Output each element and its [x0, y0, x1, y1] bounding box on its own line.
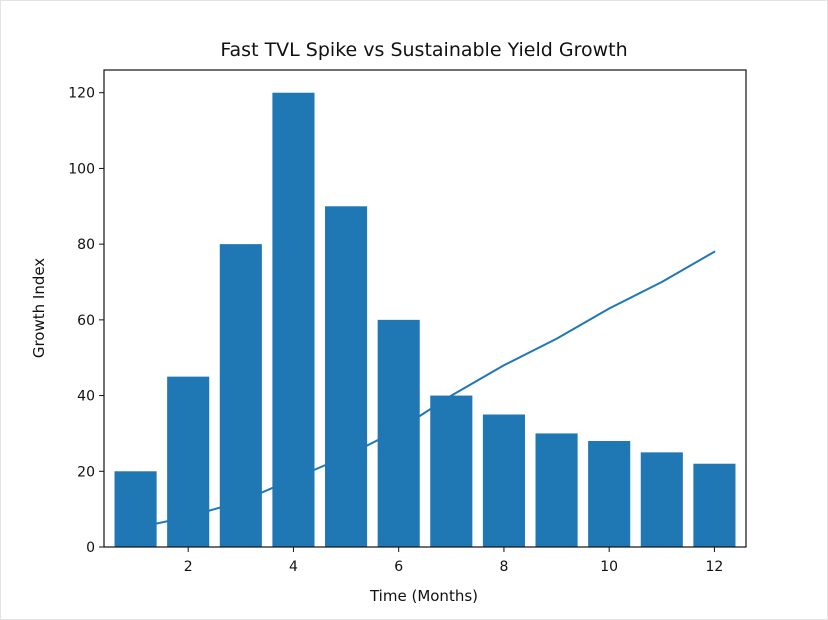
bar-month-6 — [377, 319, 420, 547]
bar-month-1 — [114, 471, 157, 547]
x-axis-label: Time (Months) — [369, 587, 478, 605]
chart-title: Fast TVL Spike vs Sustainable Yield Grow… — [220, 39, 627, 61]
x-tick-label: 12 — [706, 559, 724, 575]
bar-month-10 — [588, 441, 631, 547]
y-axis-ticks: 0 20 40 60 80 100 120 — [68, 86, 104, 556]
bars-layer — [114, 92, 736, 548]
y-tick-label: 20 — [77, 464, 95, 480]
y-tick-label: 40 — [77, 389, 95, 405]
x-tick-label: 6 — [394, 559, 403, 575]
bar-month-9 — [535, 433, 578, 547]
x-tick-label: 10 — [600, 559, 618, 575]
bar-month-4 — [272, 92, 315, 547]
y-tick-label: 120 — [68, 86, 95, 102]
y-tick-label: 60 — [77, 313, 95, 329]
bar-month-11 — [640, 452, 683, 547]
y-axis-label: Growth Index — [30, 258, 48, 358]
bar-month-12 — [693, 463, 736, 547]
bar-month-2 — [167, 376, 210, 547]
x-tick-label: 4 — [289, 559, 298, 575]
y-tick-label: 0 — [86, 540, 95, 556]
bar-month-5 — [325, 206, 368, 548]
bar-month-7 — [430, 395, 473, 547]
y-tick-label: 100 — [68, 161, 95, 177]
y-tick-label: 80 — [77, 237, 95, 253]
line-layer — [134, 250, 716, 530]
x-tick-label: 2 — [184, 559, 193, 575]
x-axis-ticks: 2 4 6 8 10 12 — [184, 547, 724, 575]
plot-area-border — [103, 69, 747, 548]
bar-month-8 — [482, 414, 525, 547]
x-tick-label: 8 — [499, 559, 508, 575]
line-series — [134, 250, 716, 530]
